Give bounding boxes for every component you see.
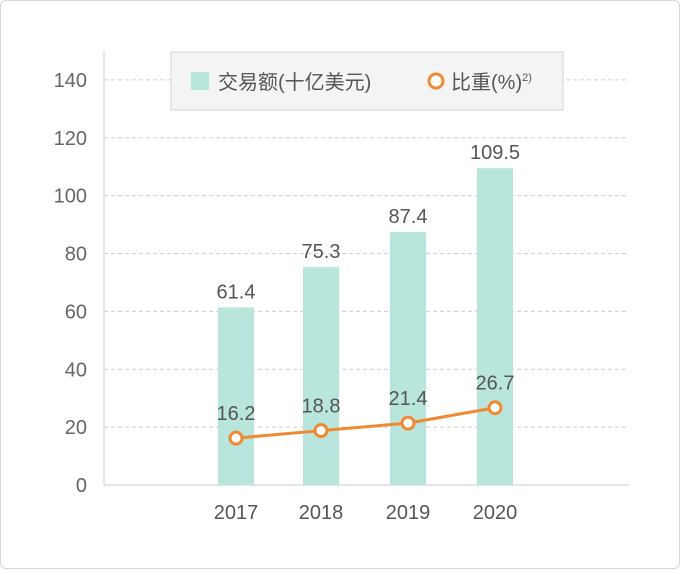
x-axis-ticks: 2017 2018 2019 2020 — [214, 502, 518, 524]
legend-line-marker-icon — [427, 72, 445, 90]
line-series: 16.2 18.8 21.4 26.7 — [217, 373, 515, 446]
x-tick-label: 2020 — [473, 502, 518, 524]
y-axis-ticks: 0 20 40 60 80 100 120 140 — [54, 70, 87, 497]
line-point — [313, 423, 329, 439]
y-tick-label: 80 — [65, 244, 87, 266]
legend-bar-swatch — [191, 72, 209, 90]
line-value-label: 21.4 — [389, 388, 428, 410]
bar-series — [218, 168, 513, 485]
bar-value-label: 75.3 — [302, 241, 341, 263]
x-tick-label: 2019 — [386, 502, 431, 524]
y-tick-label: 120 — [54, 128, 87, 150]
y-tick-label: 40 — [65, 359, 87, 381]
y-tick-label: 100 — [54, 186, 87, 208]
bar-value-label: 109.5 — [470, 142, 520, 164]
bar — [477, 168, 513, 485]
x-tick-label: 2018 — [299, 502, 344, 524]
line-point — [228, 430, 244, 446]
x-tick-label: 2017 — [214, 502, 259, 524]
legend-box — [170, 51, 564, 111]
line-value-label: 26.7 — [476, 373, 515, 395]
gridlines — [104, 79, 629, 428]
bar — [303, 267, 339, 485]
line-value-label: 18.8 — [302, 396, 341, 418]
line-path — [235, 406, 496, 440]
legend-line-label: 比重(%) — [451, 71, 522, 94]
y-tick-label: 20 — [65, 417, 87, 439]
bar — [218, 307, 254, 485]
line-value-label: 16.2 — [217, 403, 256, 425]
legend: 交易额(十亿美元) 比重(%)2) — [170, 51, 564, 111]
y-tick-label: 0 — [76, 475, 87, 497]
line-point — [487, 400, 503, 416]
legend-line-label-text: 比重(%)2) — [451, 71, 532, 94]
y-tick-label: 140 — [54, 70, 87, 92]
bar-value-labels: 61.4 75.3 87.4 109.5 — [217, 142, 521, 303]
legend-bar-label: 交易额(十亿美元) — [218, 71, 371, 94]
bar — [390, 232, 426, 485]
bar-value-label: 61.4 — [217, 281, 256, 303]
y-tick-label: 60 — [65, 301, 87, 323]
legend-line-superscript: 2) — [522, 72, 532, 84]
bar-value-label: 87.4 — [389, 206, 428, 228]
line-point — [400, 415, 416, 431]
